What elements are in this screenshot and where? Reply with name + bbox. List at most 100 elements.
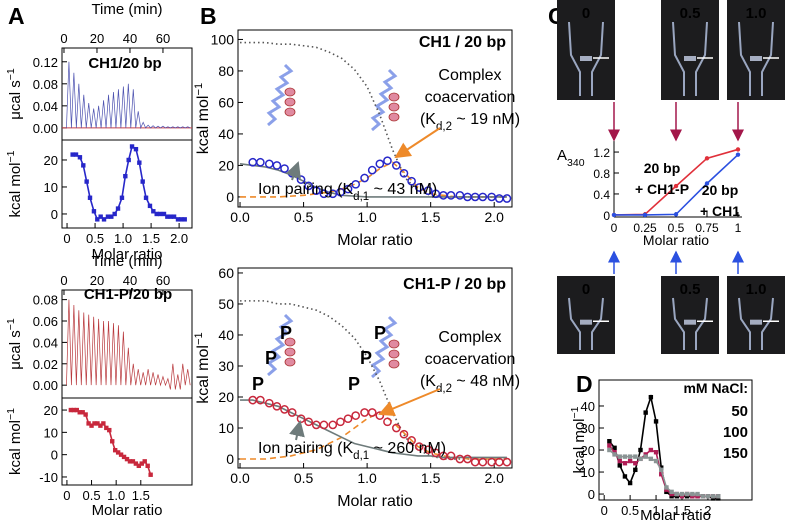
x-axis-label: Molar ratio <box>643 232 709 248</box>
point <box>74 407 79 413</box>
y-tick-label: 20 <box>581 443 595 458</box>
point <box>673 183 679 189</box>
y-tick-label: 10 <box>218 420 234 436</box>
point <box>423 445 433 455</box>
y-axis-label-text: kcal mol <box>571 418 588 473</box>
point <box>296 175 306 184</box>
x-axis-label: Molar ratio <box>92 502 163 519</box>
annotation-arrow <box>285 161 301 181</box>
x-tick-label: 1.5 <box>421 209 441 225</box>
dna <box>284 97 296 107</box>
plot-frame <box>61 397 193 486</box>
x-tick-label: 1.5 <box>142 231 160 246</box>
panel: 0.0 0.5 1.0 1.5 2.0 0 20 40 60 80 100 Molar ratio kc… <box>193 3 520 249</box>
series-line <box>608 449 719 498</box>
point <box>638 456 643 462</box>
point <box>716 496 721 501</box>
annotation-part: ~ 43 nM) <box>369 181 437 198</box>
plot-frame <box>598 379 753 501</box>
point <box>123 173 128 179</box>
point <box>119 195 125 200</box>
legend-title: mM NaCl: <box>683 380 748 396</box>
y-axis-label: kcal mol−1 <box>569 406 588 473</box>
point <box>735 147 741 152</box>
annotation-part: ~ 48 nM) <box>452 373 520 390</box>
point <box>446 451 456 461</box>
panel-letter: B <box>200 3 217 29</box>
y-axis-label: kcal mol−1 <box>5 408 24 475</box>
y-tick-label: 0.02 <box>33 357 58 372</box>
point <box>137 160 142 165</box>
dna <box>388 359 400 369</box>
x-tick-label: 1 <box>652 503 659 518</box>
point <box>611 212 617 218</box>
point <box>612 452 617 457</box>
point <box>124 456 130 462</box>
point <box>81 163 86 168</box>
vial <box>568 21 604 96</box>
x-tick-label: 20 <box>90 31 104 46</box>
x-tick-label: 0 <box>63 231 70 246</box>
x-axis-label: Time (min) <box>91 253 162 270</box>
phospho-label: P <box>280 323 292 343</box>
vial-content <box>580 319 592 325</box>
point <box>77 410 82 415</box>
point <box>502 457 512 467</box>
molecule <box>370 315 398 379</box>
point <box>633 461 638 466</box>
point <box>716 494 721 499</box>
dna <box>284 347 296 357</box>
point <box>161 211 167 217</box>
point <box>154 211 159 217</box>
point <box>360 173 369 183</box>
point <box>179 217 184 222</box>
point <box>607 439 612 444</box>
point <box>669 491 674 497</box>
annotation: + CH1 <box>700 203 740 219</box>
point <box>674 494 679 499</box>
point <box>627 480 633 486</box>
point <box>612 450 617 455</box>
point <box>280 164 289 173</box>
y-tick-label: 10 <box>44 425 58 440</box>
point <box>157 211 163 217</box>
y-tick-label: 0 <box>226 451 234 467</box>
y-tick-label: 80 <box>218 63 234 79</box>
point <box>80 410 85 415</box>
point <box>622 454 628 459</box>
point <box>383 417 392 427</box>
point <box>446 190 456 200</box>
point <box>95 217 100 222</box>
y-tick-label: 100 <box>211 31 235 47</box>
point <box>431 448 441 458</box>
annotation-part: d,1 <box>353 450 369 462</box>
point <box>642 212 648 218</box>
x-tick-label: 1.0 <box>107 488 125 503</box>
vial <box>738 297 774 350</box>
vial-content <box>684 56 696 61</box>
point <box>695 491 700 497</box>
x-axis-label: Molar ratio <box>337 232 413 249</box>
point <box>87 195 93 200</box>
point <box>502 194 512 203</box>
photo-label: 0.5 <box>680 5 701 22</box>
y-tick-label: 30 <box>218 358 234 374</box>
point <box>648 394 654 400</box>
point <box>673 212 679 217</box>
photo <box>557 276 615 354</box>
point <box>735 152 741 157</box>
photo-label: 0 <box>582 281 590 298</box>
x-tick-label: 2.0 <box>484 209 504 225</box>
y-tick-label: -10 <box>39 470 58 485</box>
point <box>107 427 112 433</box>
x-tick-label: 0.5 <box>294 209 314 225</box>
point <box>423 186 433 195</box>
y-axis-label-text: kcal mol <box>195 345 212 404</box>
point <box>710 496 716 501</box>
point <box>84 179 89 184</box>
dna <box>388 102 400 112</box>
y-tick-label: 10 <box>581 465 595 480</box>
y-tick-label: 0.00 <box>33 121 58 136</box>
